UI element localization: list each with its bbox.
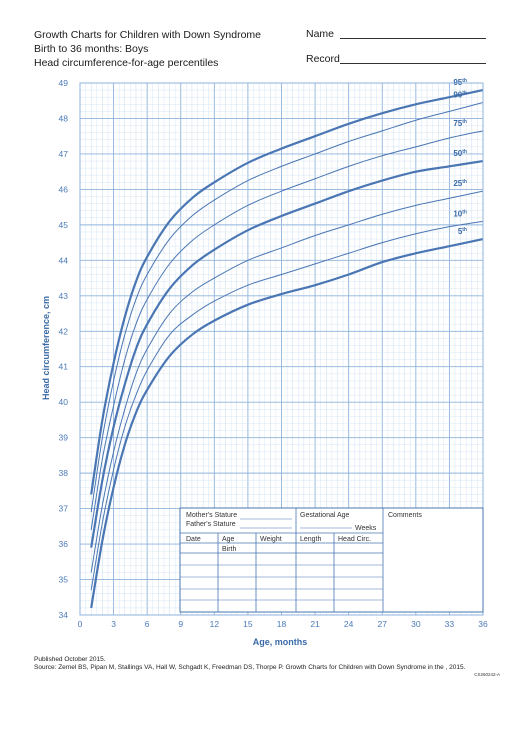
col-age: Age (222, 536, 235, 543)
y-tick-label: 47 (59, 149, 69, 159)
y-tick-label: 42 (59, 326, 69, 336)
y-tick-label: 38 (59, 468, 69, 478)
document-code: CS260242-A (474, 672, 500, 677)
axis-ticks: 0 3 6 9 12 15 18 21 24 27 30 33 36343536373839404142… (59, 78, 488, 629)
x-axis-label: Age, months (253, 637, 308, 647)
x-tick-label: 12 (210, 619, 220, 629)
percentile-curve-95 (90, 89, 484, 495)
published-note: Published October 2015. (34, 656, 106, 663)
percentile-label-suffix: th (462, 78, 467, 84)
col-date: Date (186, 536, 201, 543)
percentile-label-suffix: th (462, 119, 467, 125)
percentile-curves (90, 89, 484, 609)
y-tick-label: 37 (59, 504, 69, 514)
y-tick-label: 41 (59, 362, 69, 372)
chart-title: Growth Charts for Children with Down Syn… (34, 29, 262, 41)
percentile-label-suffix: th (462, 179, 467, 185)
y-tick-label: 35 (59, 575, 69, 585)
x-tick-label: 30 (411, 619, 421, 629)
percentile-label-suffix: th (462, 227, 467, 233)
percentile-label-50: 50th (453, 149, 467, 158)
y-tick-label: 49 (59, 78, 69, 88)
percentile-curve-10 (90, 220, 484, 591)
percentile-curve-5 (90, 237, 484, 609)
record-label: Record (306, 53, 340, 65)
percentile-curve-25 (90, 190, 484, 573)
y-tick-label: 45 (59, 220, 69, 230)
y-tick-label: 48 (59, 113, 69, 123)
x-tick-label: 36 (478, 619, 488, 629)
y-tick-label: 40 (59, 397, 69, 407)
x-tick-label: 6 (145, 619, 150, 629)
percentile-label-25: 25th (453, 179, 467, 188)
y-tick-label: 46 (59, 184, 69, 194)
y-tick-label: 39 (59, 433, 69, 443)
x-tick-label: 3 (111, 619, 116, 629)
x-tick-label: 9 (178, 619, 183, 629)
x-tick-label: 15 (243, 619, 253, 629)
x-tick-label: 27 (378, 619, 388, 629)
gestational-age-label: Gestational Age (300, 512, 350, 519)
x-tick-label: 18 (277, 619, 287, 629)
chart-subtitle: Birth to 36 months: Boys (34, 43, 149, 55)
fathers-stature-label: Father's Stature (186, 521, 236, 528)
record-form: Mother's Stature Father's Stature Gestat… (179, 507, 484, 613)
chart-metric: Head circumference-for-age percentiles (34, 57, 219, 69)
weeks-label: Weeks (355, 525, 377, 532)
percentile-label-75: 75th (453, 119, 467, 128)
mothers-stature-label: Mother's Stature (186, 512, 237, 519)
percentile-label-90: 90th (453, 91, 467, 100)
record-form-box (179, 507, 484, 613)
y-tick-label: 34 (59, 610, 69, 620)
y-tick-label: 43 (59, 291, 69, 301)
col-length: Length (300, 536, 322, 543)
x-tick-label: 0 (78, 619, 83, 629)
percentile-label-suffix: th (462, 149, 467, 155)
percentile-curve-90 (90, 102, 484, 513)
name-field[interactable] (340, 38, 486, 39)
y-tick-label: 44 (59, 255, 69, 265)
percentile-label-5: 5th (458, 227, 467, 236)
y-axis-label: Head circumference, cm (41, 296, 51, 400)
source-note: Source: Zemel BS, Pipan M, Stallings VA,… (34, 664, 466, 671)
percentile-curve-75 (90, 130, 484, 530)
x-tick-label: 33 (445, 619, 455, 629)
col-head-circ: Head Circ. (338, 536, 371, 543)
plot-border (79, 82, 484, 616)
comments-label: Comments (388, 512, 422, 519)
percentile-label-suffix: th (462, 209, 467, 215)
percentile-label-10: 10th (453, 209, 467, 218)
record-field[interactable] (340, 63, 486, 64)
x-tick-label: 21 (310, 619, 320, 629)
first-row-age: Birth (222, 546, 237, 553)
percentile-curve-50 (90, 159, 484, 548)
name-label: Name (306, 28, 335, 40)
percentile-label-suffix: th (462, 91, 467, 97)
x-tick-label: 24 (344, 619, 354, 629)
col-weight: Weight (260, 536, 282, 543)
y-tick-label: 36 (59, 539, 69, 549)
